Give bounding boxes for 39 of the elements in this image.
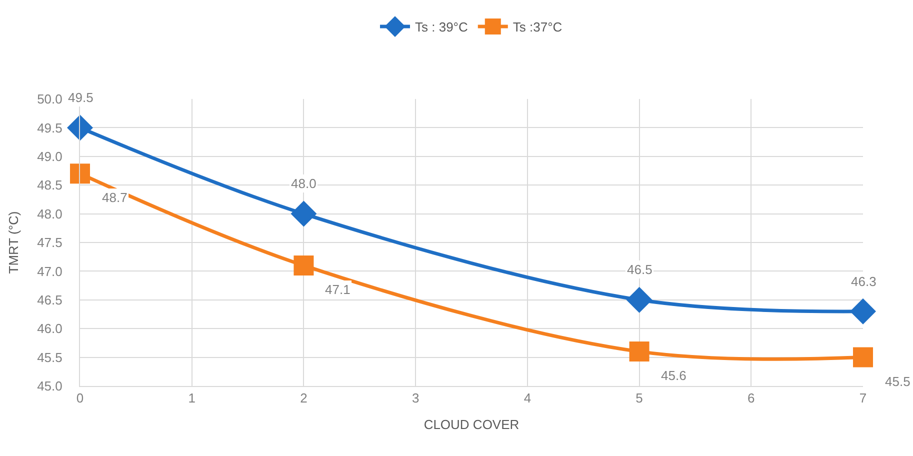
point — [850, 298, 876, 324]
data-label: 45.6 — [661, 368, 686, 383]
x-tick-label: 4 — [524, 390, 532, 406]
y-tick-label: 45.0 — [37, 378, 62, 394]
point — [294, 255, 314, 276]
point — [70, 164, 90, 184]
y-tick-label: 47.0 — [37, 264, 62, 279]
legend-label: Ts : 39°C — [415, 20, 468, 35]
point — [853, 347, 873, 368]
point — [290, 200, 317, 227]
data-label: 46.3 — [851, 274, 876, 289]
data-label: 48.0 — [291, 176, 316, 191]
y-tick-label: 46.0 — [37, 321, 62, 336]
point — [629, 342, 650, 362]
point — [626, 286, 652, 313]
data-label: 45.5 — [885, 374, 910, 389]
y-tick-label: 49.5 — [37, 120, 62, 136]
x-tick-label: 6 — [748, 390, 755, 406]
data-label: 48.7 — [102, 190, 128, 205]
x-tick-label: 0 — [76, 390, 84, 406]
data-label: 49.5 — [68, 90, 94, 105]
legend-label: Ts :37°C — [512, 20, 562, 35]
x-tick-label: 2 — [300, 390, 308, 406]
y-tick-label: 50.0 — [37, 92, 62, 107]
x-tick-label: 5 — [636, 390, 643, 406]
y-axis-title: TMRT (°C) — [6, 211, 22, 274]
y-tick-label: 48.0 — [37, 206, 62, 222]
data-label: 47.1 — [325, 282, 350, 297]
x-tick-label: 7 — [859, 390, 867, 406]
x-tick-label: 1 — [188, 390, 196, 406]
y-tick-label: 49.0 — [37, 148, 62, 164]
y-tick-label: 46.5 — [37, 292, 62, 308]
x-axis-title: CLOUD COVER — [424, 417, 520, 432]
point — [67, 114, 93, 141]
y-tick-label: 47.5 — [37, 235, 62, 250]
y-tick-label: 45.5 — [37, 350, 62, 365]
y-tick-label: 48.5 — [37, 178, 62, 193]
x-tick-label: 3 — [412, 390, 420, 406]
data-label: 46.5 — [627, 262, 652, 277]
